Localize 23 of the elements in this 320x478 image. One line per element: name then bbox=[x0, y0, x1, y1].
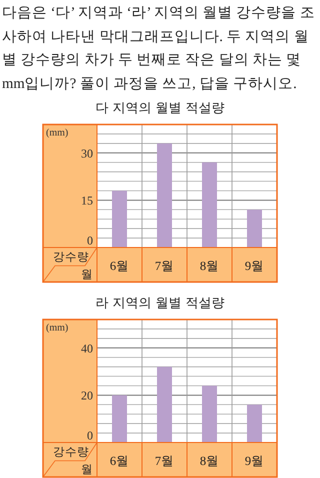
x-tick-label: 6월 bbox=[110, 454, 130, 468]
y-tick-label: 0 bbox=[87, 234, 93, 248]
x-axis-title: 월 bbox=[81, 269, 93, 281]
chart-title: 라 지역의 월별 적설량 bbox=[95, 296, 225, 311]
x-tick-label: 8월 bbox=[200, 258, 220, 273]
y-axis-title: 강수량 bbox=[53, 252, 89, 264]
x-tick-label: 8월 bbox=[200, 454, 220, 468]
x-tick-label: 7월 bbox=[154, 454, 174, 468]
chart-title: 다 지역의 월별 적설량 bbox=[95, 101, 225, 116]
y-tick-label: 20 bbox=[81, 388, 93, 403]
y-axis-title: 강수량 bbox=[53, 446, 89, 458]
x-tick-label: 7월 bbox=[154, 258, 174, 273]
x-axis-title: 월 bbox=[81, 464, 93, 476]
y-tick-label: 30 bbox=[81, 146, 93, 160]
x-tick-label: 9월 bbox=[244, 454, 264, 468]
y-tick-label: 15 bbox=[81, 194, 93, 208]
y-tick-label: 40 bbox=[81, 341, 93, 356]
text: (mm) bbox=[46, 128, 68, 138]
text: 다음은 ‘다’ 지역과 ‘라’ 지역의 월별 강수량을 조사하여 나타낸 막대그래프입니다. 두 지역의 월별 강수량의 차가 두 번째로 작은 달의 차는 몇 mm입니까? 풀이 과정을 쓰고, 답을 구하시오. bbox=[2, 4, 316, 94]
x-tick-label: 9월 bbox=[244, 258, 264, 273]
text: (mm) bbox=[46, 322, 68, 334]
y-tick-label: 0 bbox=[87, 428, 93, 442]
x-tick-label: 6월 bbox=[110, 258, 130, 273]
